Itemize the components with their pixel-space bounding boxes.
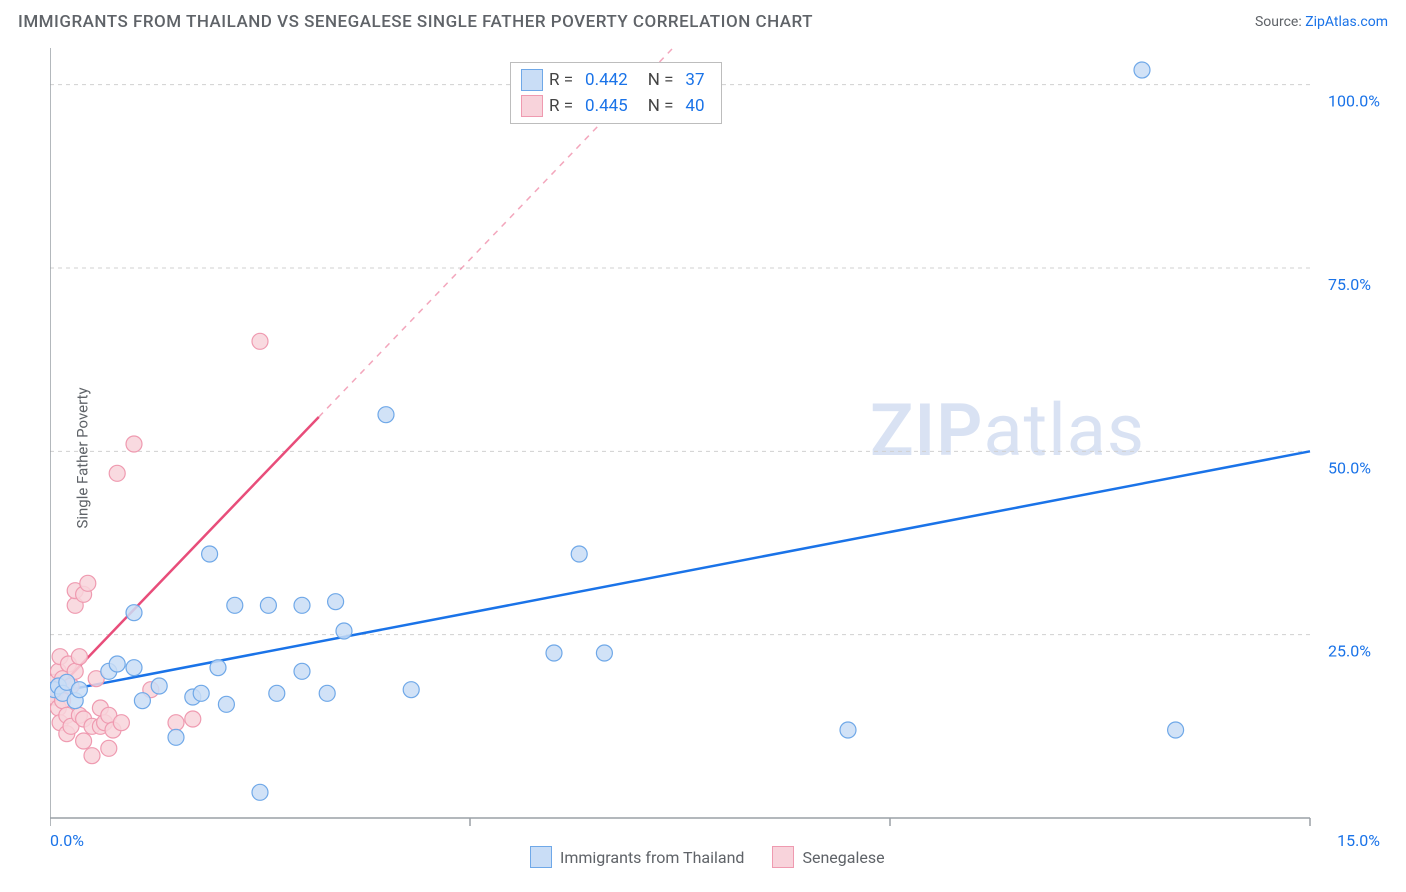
legend-swatch bbox=[521, 95, 543, 117]
source-link[interactable]: ZipAtlas.com bbox=[1305, 14, 1388, 30]
legend-n-label: N = bbox=[648, 93, 674, 119]
legend-r-value: 0.442 bbox=[585, 67, 628, 93]
legend-r-value: 0.445 bbox=[585, 93, 628, 119]
legend-swatch bbox=[530, 846, 552, 868]
svg-text:75.0%: 75.0% bbox=[1328, 275, 1371, 294]
svg-text:0.0%: 0.0% bbox=[50, 831, 84, 850]
svg-text:15.0%: 15.0% bbox=[1337, 831, 1380, 850]
series-legend-label: Immigrants from Thailand bbox=[560, 848, 744, 867]
series-legend-item: Immigrants from Thailand bbox=[530, 846, 744, 868]
chart-header: IMMIGRANTS FROM THAILAND VS SENEGALESE S… bbox=[0, 0, 1406, 32]
scatter-plot: 25.0% 50.0% 75.0% 100.0% 0.0% 15.0% bbox=[50, 48, 1390, 868]
legend-n-value: 40 bbox=[685, 93, 704, 119]
series-legend-label: Senegalese bbox=[802, 848, 884, 867]
svg-text:50.0%: 50.0% bbox=[1328, 458, 1371, 477]
source-prefix: Source: bbox=[1255, 14, 1305, 30]
svg-text:100.0%: 100.0% bbox=[1328, 92, 1380, 111]
series-legend: Immigrants from Thailand Senegalese bbox=[530, 846, 885, 868]
chart-area: Single Father Poverty ZIPatlas 25.0%50.0… bbox=[50, 48, 1390, 868]
chart-title: IMMIGRANTS FROM THAILAND VS SENEGALESE S… bbox=[18, 12, 813, 32]
legend-n-value: 37 bbox=[685, 67, 704, 93]
correlation-legend-row: R = 0.442 N = 37 bbox=[521, 67, 711, 93]
svg-text:25.0%: 25.0% bbox=[1328, 642, 1371, 661]
legend-r-label: R = bbox=[549, 67, 573, 93]
source-attribution: Source: ZipAtlas.com bbox=[1255, 14, 1388, 30]
legend-swatch bbox=[521, 69, 543, 91]
legend-n-label: N = bbox=[648, 67, 674, 93]
series-legend-item: Senegalese bbox=[772, 846, 884, 868]
legend-swatch bbox=[772, 846, 794, 868]
legend-r-label: R = bbox=[549, 93, 573, 119]
correlation-legend-row: R = 0.445 N = 40 bbox=[521, 93, 711, 119]
correlation-legend: R = 0.442 N = 37 R = 0.445 N = 40 bbox=[510, 62, 722, 124]
